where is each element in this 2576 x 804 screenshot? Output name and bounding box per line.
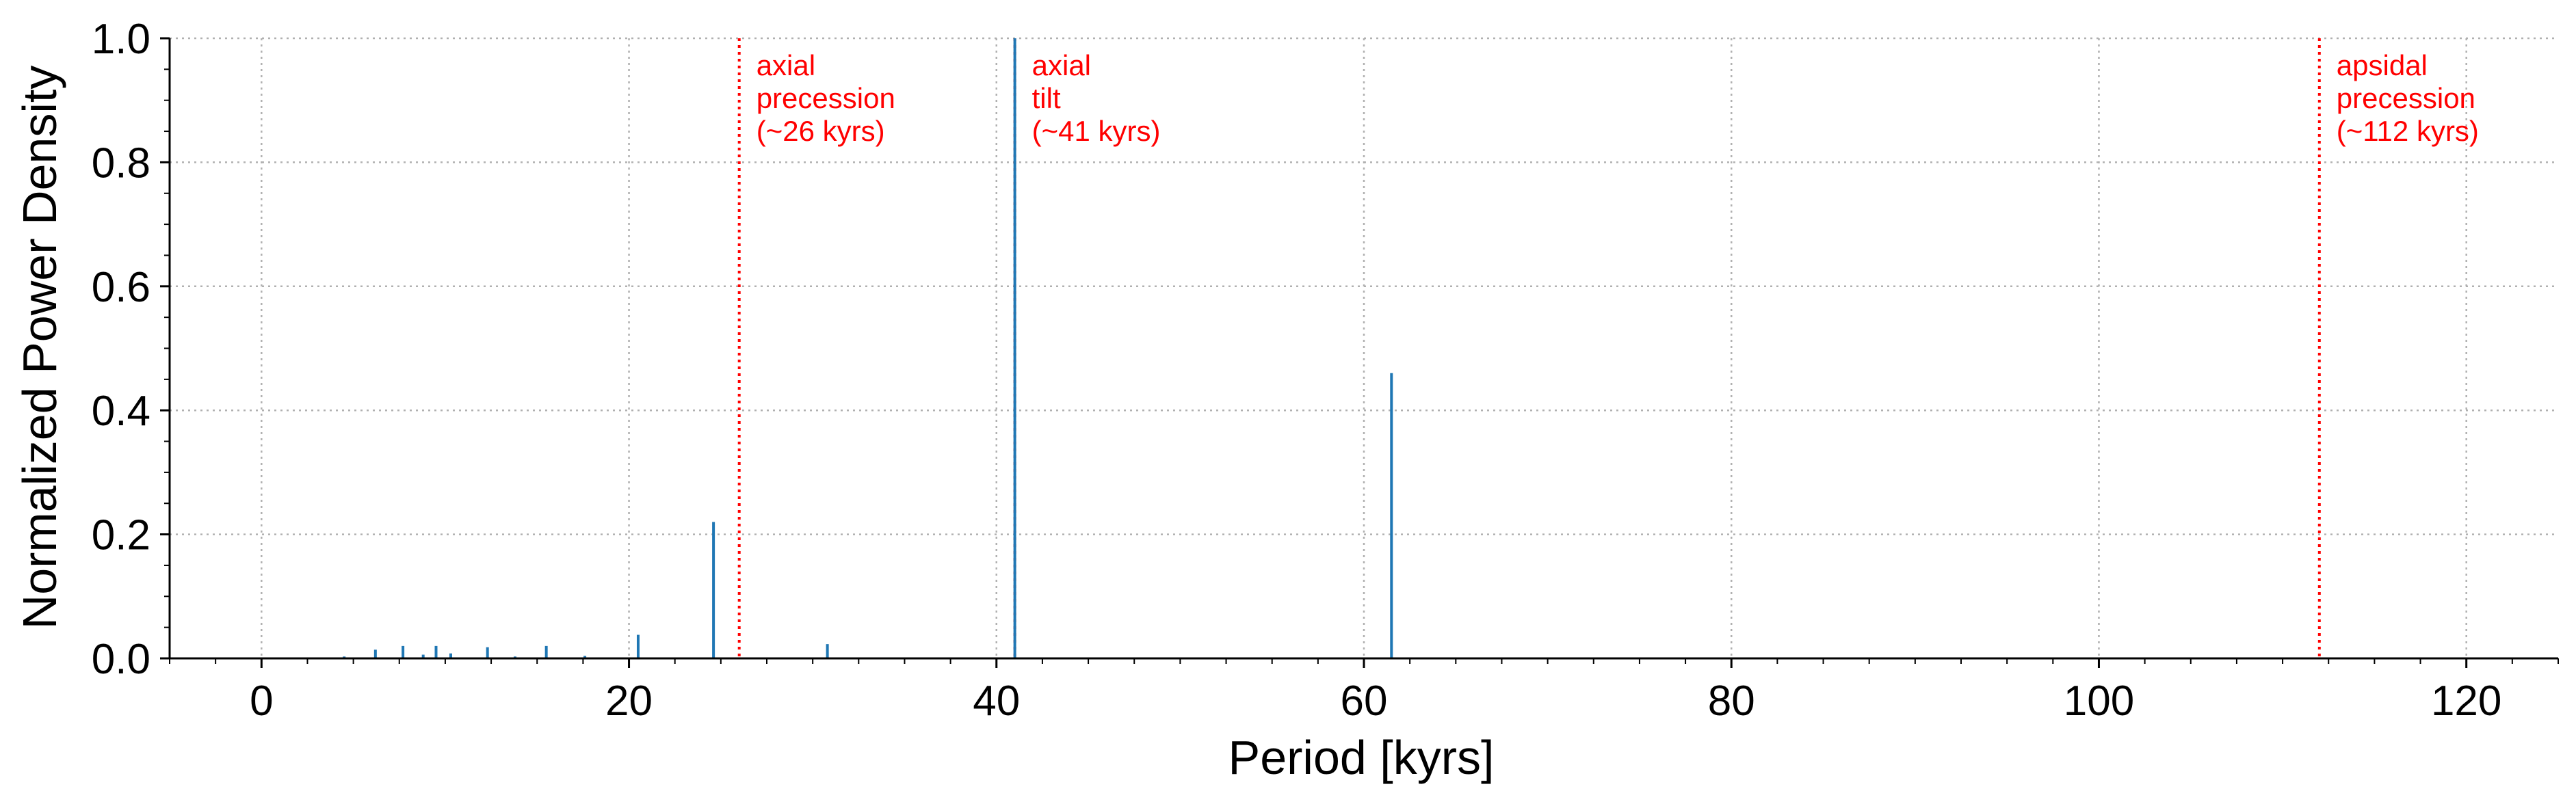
y-tick-label: 0.8: [92, 139, 150, 187]
annotation-line: tilt: [1032, 82, 1061, 114]
x-tick-label: 80: [1708, 678, 1755, 725]
annotation-line: (~41 kyrs): [1032, 115, 1161, 147]
reference-line-annotation: apsidal precession (~112 kyrs): [2337, 49, 2479, 147]
y-axis-label: Normalized Power Density: [13, 66, 66, 630]
reference-lines-layer: [737, 38, 2321, 658]
x-tick-label: 0: [250, 678, 273, 725]
annotations-layer: axial precession (~26 kyrs)axial tilt (~41 k…: [757, 49, 2479, 147]
x-tick-label: 120: [2431, 678, 2501, 725]
y-tick-label: 0.2: [92, 512, 150, 559]
axes-layer: 0 20 40 60 80 100 120 0.0 0.2 0.4 0.6 0.8 1.0: [92, 16, 2559, 725]
grid-layer: [170, 37, 2558, 660]
annotation-line: axial: [757, 49, 815, 81]
reference-line-annotation: axial tilt (~41 kyrs): [1032, 49, 1161, 147]
y-tick-label: 0.0: [92, 636, 150, 683]
x-tick-label: 40: [973, 678, 1020, 725]
annotation-line: precession: [2337, 82, 2475, 114]
x-axis-label: Period [kyrs]: [1228, 731, 1495, 784]
y-tick-label: 0.6: [92, 264, 150, 311]
x-tick-label: 20: [605, 678, 653, 725]
y-tick-label: 0.4: [92, 388, 150, 435]
reference-line-annotation: axial precession (~26 kyrs): [757, 49, 895, 147]
annotation-line: axial: [1032, 49, 1091, 81]
y-tick-label: 1.0: [92, 16, 150, 63]
x-tick-label: 100: [2064, 678, 2134, 725]
annotation-line: precession: [757, 82, 895, 114]
annotation-line: (~26 kyrs): [757, 115, 885, 147]
x-tick-label: 60: [1341, 678, 1388, 725]
annotation-line: apsidal: [2337, 49, 2428, 81]
annotation-line: (~112 kyrs): [2337, 115, 2479, 147]
